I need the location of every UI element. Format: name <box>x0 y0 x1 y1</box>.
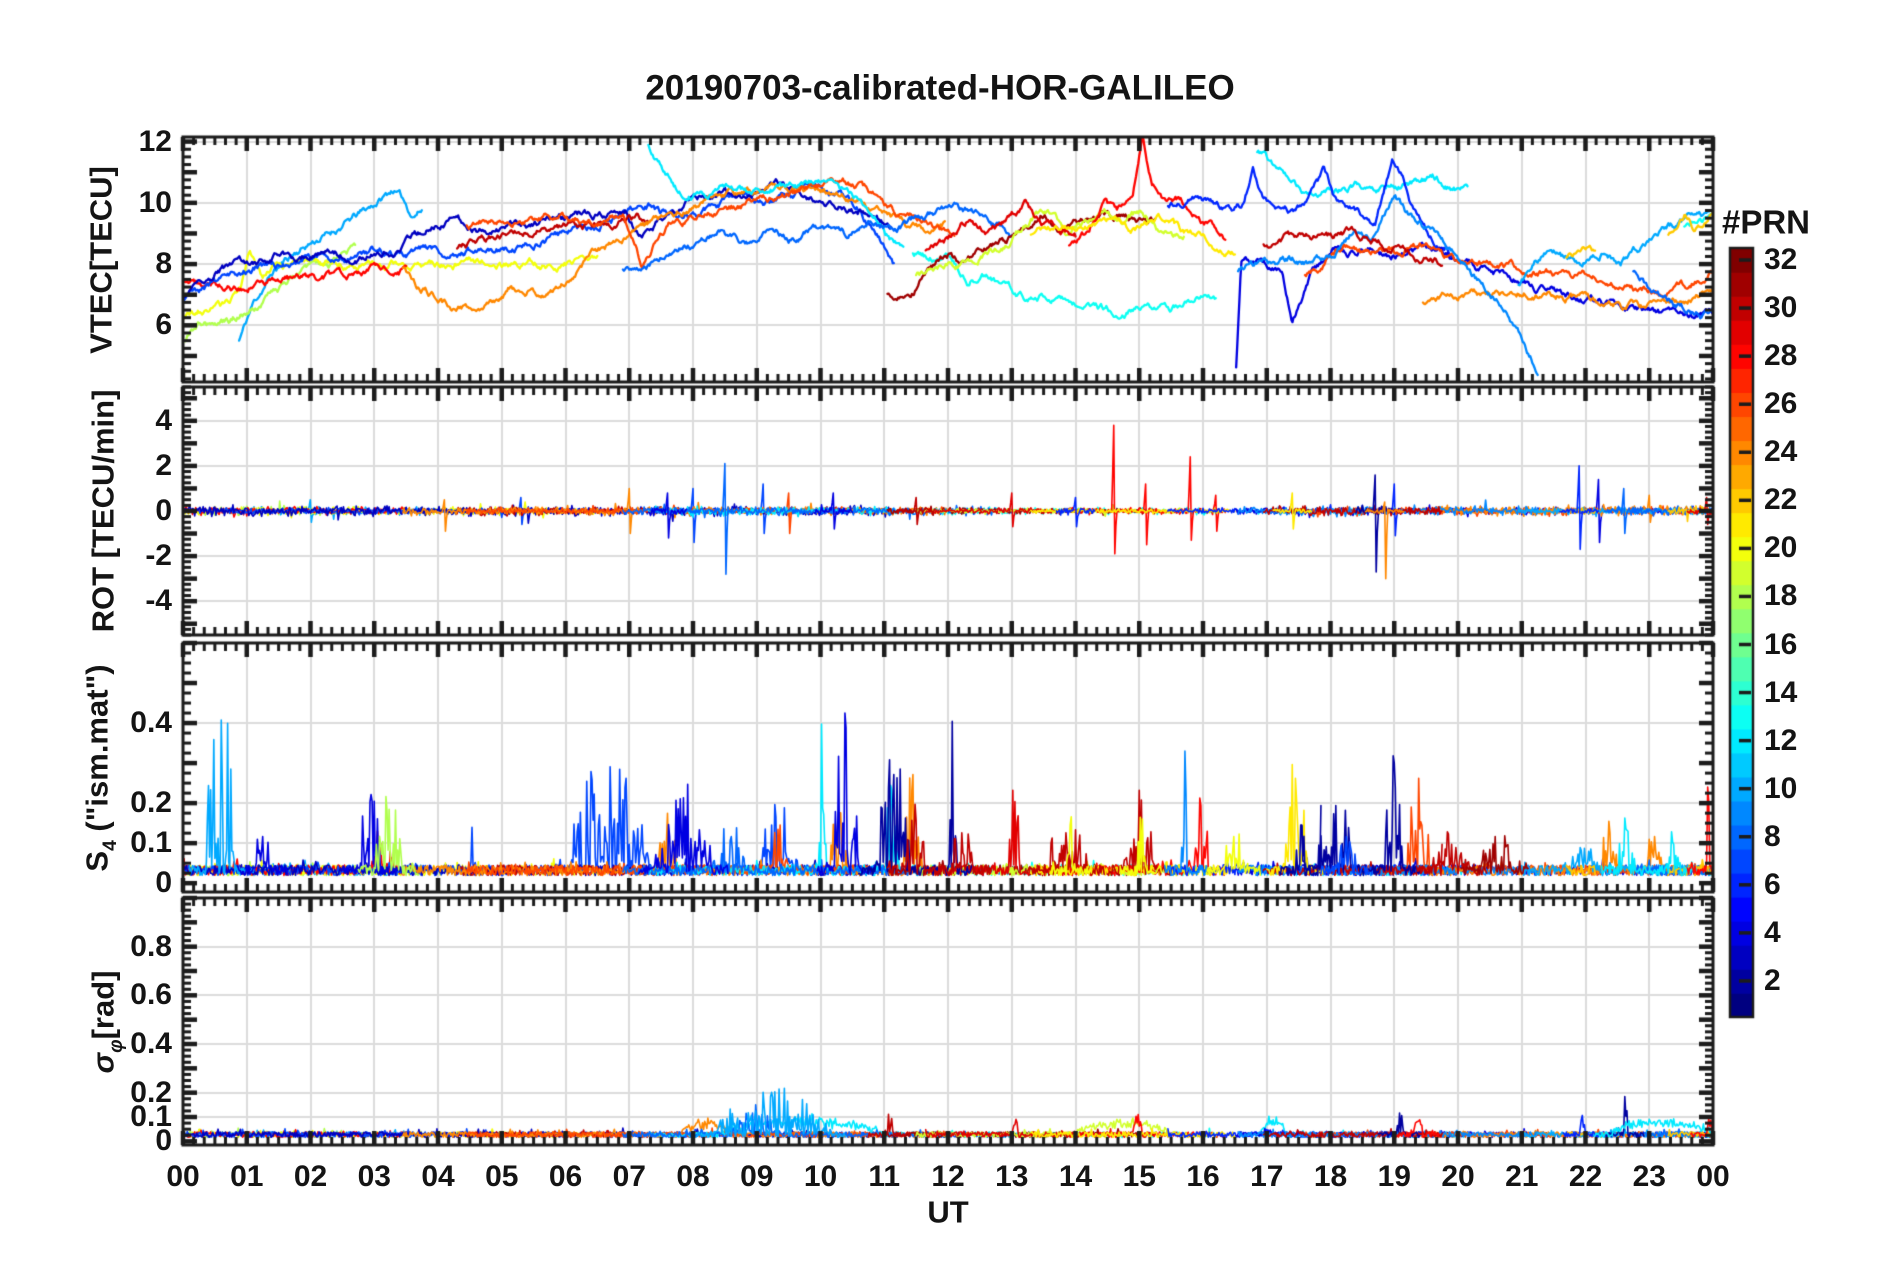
y-tick-label: 0.2 <box>130 1075 172 1109</box>
y-axis-label-part: 4 <box>100 839 122 851</box>
colorbar-tick-label: 12 <box>1764 723 1798 757</box>
y-tick-label: 0.8 <box>130 929 172 963</box>
x-tick-label: 05 <box>485 1160 519 1193</box>
colorbar-tick-label: 8 <box>1764 819 1781 853</box>
y-tick-label: 0 <box>155 494 172 527</box>
y-tick-label: 0.4 <box>130 706 172 740</box>
x-tick-label: 00 <box>166 1160 200 1193</box>
y-tick-label: -4 <box>145 584 172 618</box>
y-axis-label-vtec: VTEC[TECU] <box>83 165 119 354</box>
colorbar-title: #PRN <box>1721 203 1811 241</box>
colorbar-tick-label: 6 <box>1764 867 1781 901</box>
x-tick-label: 19 <box>1377 1160 1411 1193</box>
y-tick-label: 12 <box>138 124 172 158</box>
x-tick-label: 20 <box>1441 1160 1475 1193</box>
colorbar-tick-label: 14 <box>1764 675 1798 709</box>
x-tick-label: 12 <box>931 1160 965 1193</box>
x-tick-label: 18 <box>1313 1160 1348 1193</box>
y-axis-label-part: [rad] <box>85 970 121 1039</box>
y-axis-label-part: S <box>79 850 115 872</box>
y-tick-label: 0.4 <box>130 1027 172 1060</box>
x-tick-label: 13 <box>995 1160 1029 1193</box>
y-tick-label: 0.6 <box>130 978 172 1012</box>
x-tick-label: 17 <box>1250 1160 1284 1193</box>
y-axis-label-part: σ <box>85 1052 121 1073</box>
colorbar-tick-label: 2 <box>1764 963 1781 997</box>
x-tick-label: 10 <box>803 1160 838 1193</box>
colorbar-tick-label: 20 <box>1764 531 1798 565</box>
x-tick-label: 14 <box>1058 1160 1093 1193</box>
x-tick-label: 09 <box>740 1160 774 1193</box>
x-axis-label: UT <box>927 1194 969 1230</box>
x-tick-label: 21 <box>1505 1160 1539 1193</box>
x-tick-label: 03 <box>357 1160 391 1193</box>
x-tick-label: 02 <box>293 1160 328 1193</box>
y-axis-label-rot: ROT [TECU/min] <box>85 389 121 633</box>
colorbar-tick-label: 28 <box>1764 339 1798 373</box>
y-axis-label-part: ROT [TECU/min] <box>85 389 121 633</box>
figure-title: 20190703-calibrated-HOR-GALILEO <box>645 68 1235 108</box>
y-tick-label: 0 <box>155 866 172 900</box>
colorbar-tick-label: 16 <box>1764 627 1798 661</box>
colorbar-tick-label: 18 <box>1764 579 1798 613</box>
y-axis-label-part: ("ism.mat") <box>79 663 115 840</box>
y-tick-label: 0 <box>155 1124 172 1158</box>
y-tick-label: 2 <box>155 448 172 482</box>
x-tick-label: 16 <box>1186 1160 1220 1193</box>
y-axis-label-sigma_phi: σφ[rad] <box>85 970 128 1073</box>
x-tick-label: 11 <box>868 1160 901 1193</box>
colorbar-tick-label: 32 <box>1764 243 1798 277</box>
x-tick-label: 00 <box>1696 1160 1730 1193</box>
colorbar-tick-label: 22 <box>1764 483 1798 517</box>
y-tick-label: 4 <box>155 403 172 437</box>
y-tick-label: 0.2 <box>130 786 172 820</box>
x-tick-label: 23 <box>1632 1160 1666 1193</box>
y-tick-label: 10 <box>138 185 172 219</box>
colorbar-tick-label: 26 <box>1764 387 1798 421</box>
y-tick-label: 0.1 <box>130 1100 172 1133</box>
y-tick-label: 8 <box>155 247 172 281</box>
x-tick-label: 15 <box>1122 1160 1156 1193</box>
colorbar-tick-label: 4 <box>1764 915 1781 949</box>
colorbar-tick-label: 24 <box>1764 435 1798 469</box>
y-tick-label: 0.1 <box>130 826 172 860</box>
y-tick-label: 6 <box>155 308 172 342</box>
y-axis-label-part: VTEC[TECU] <box>83 165 119 354</box>
x-tick-label: 22 <box>1568 1160 1603 1193</box>
y-axis-label-part: φ <box>106 1038 128 1053</box>
x-tick-label: 08 <box>676 1160 710 1193</box>
x-tick-label: 06 <box>548 1160 583 1193</box>
y-axis-label-s4: S4 ("ism.mat") <box>79 663 122 872</box>
y-tick-label: -2 <box>145 539 172 573</box>
x-tick-label: 01 <box>230 1160 264 1193</box>
colorbar-tick-label: 10 <box>1764 771 1798 805</box>
x-tick-label: 07 <box>612 1160 646 1193</box>
colorbar-tick-label: 30 <box>1764 291 1798 325</box>
x-tick-label: 04 <box>421 1160 455 1193</box>
